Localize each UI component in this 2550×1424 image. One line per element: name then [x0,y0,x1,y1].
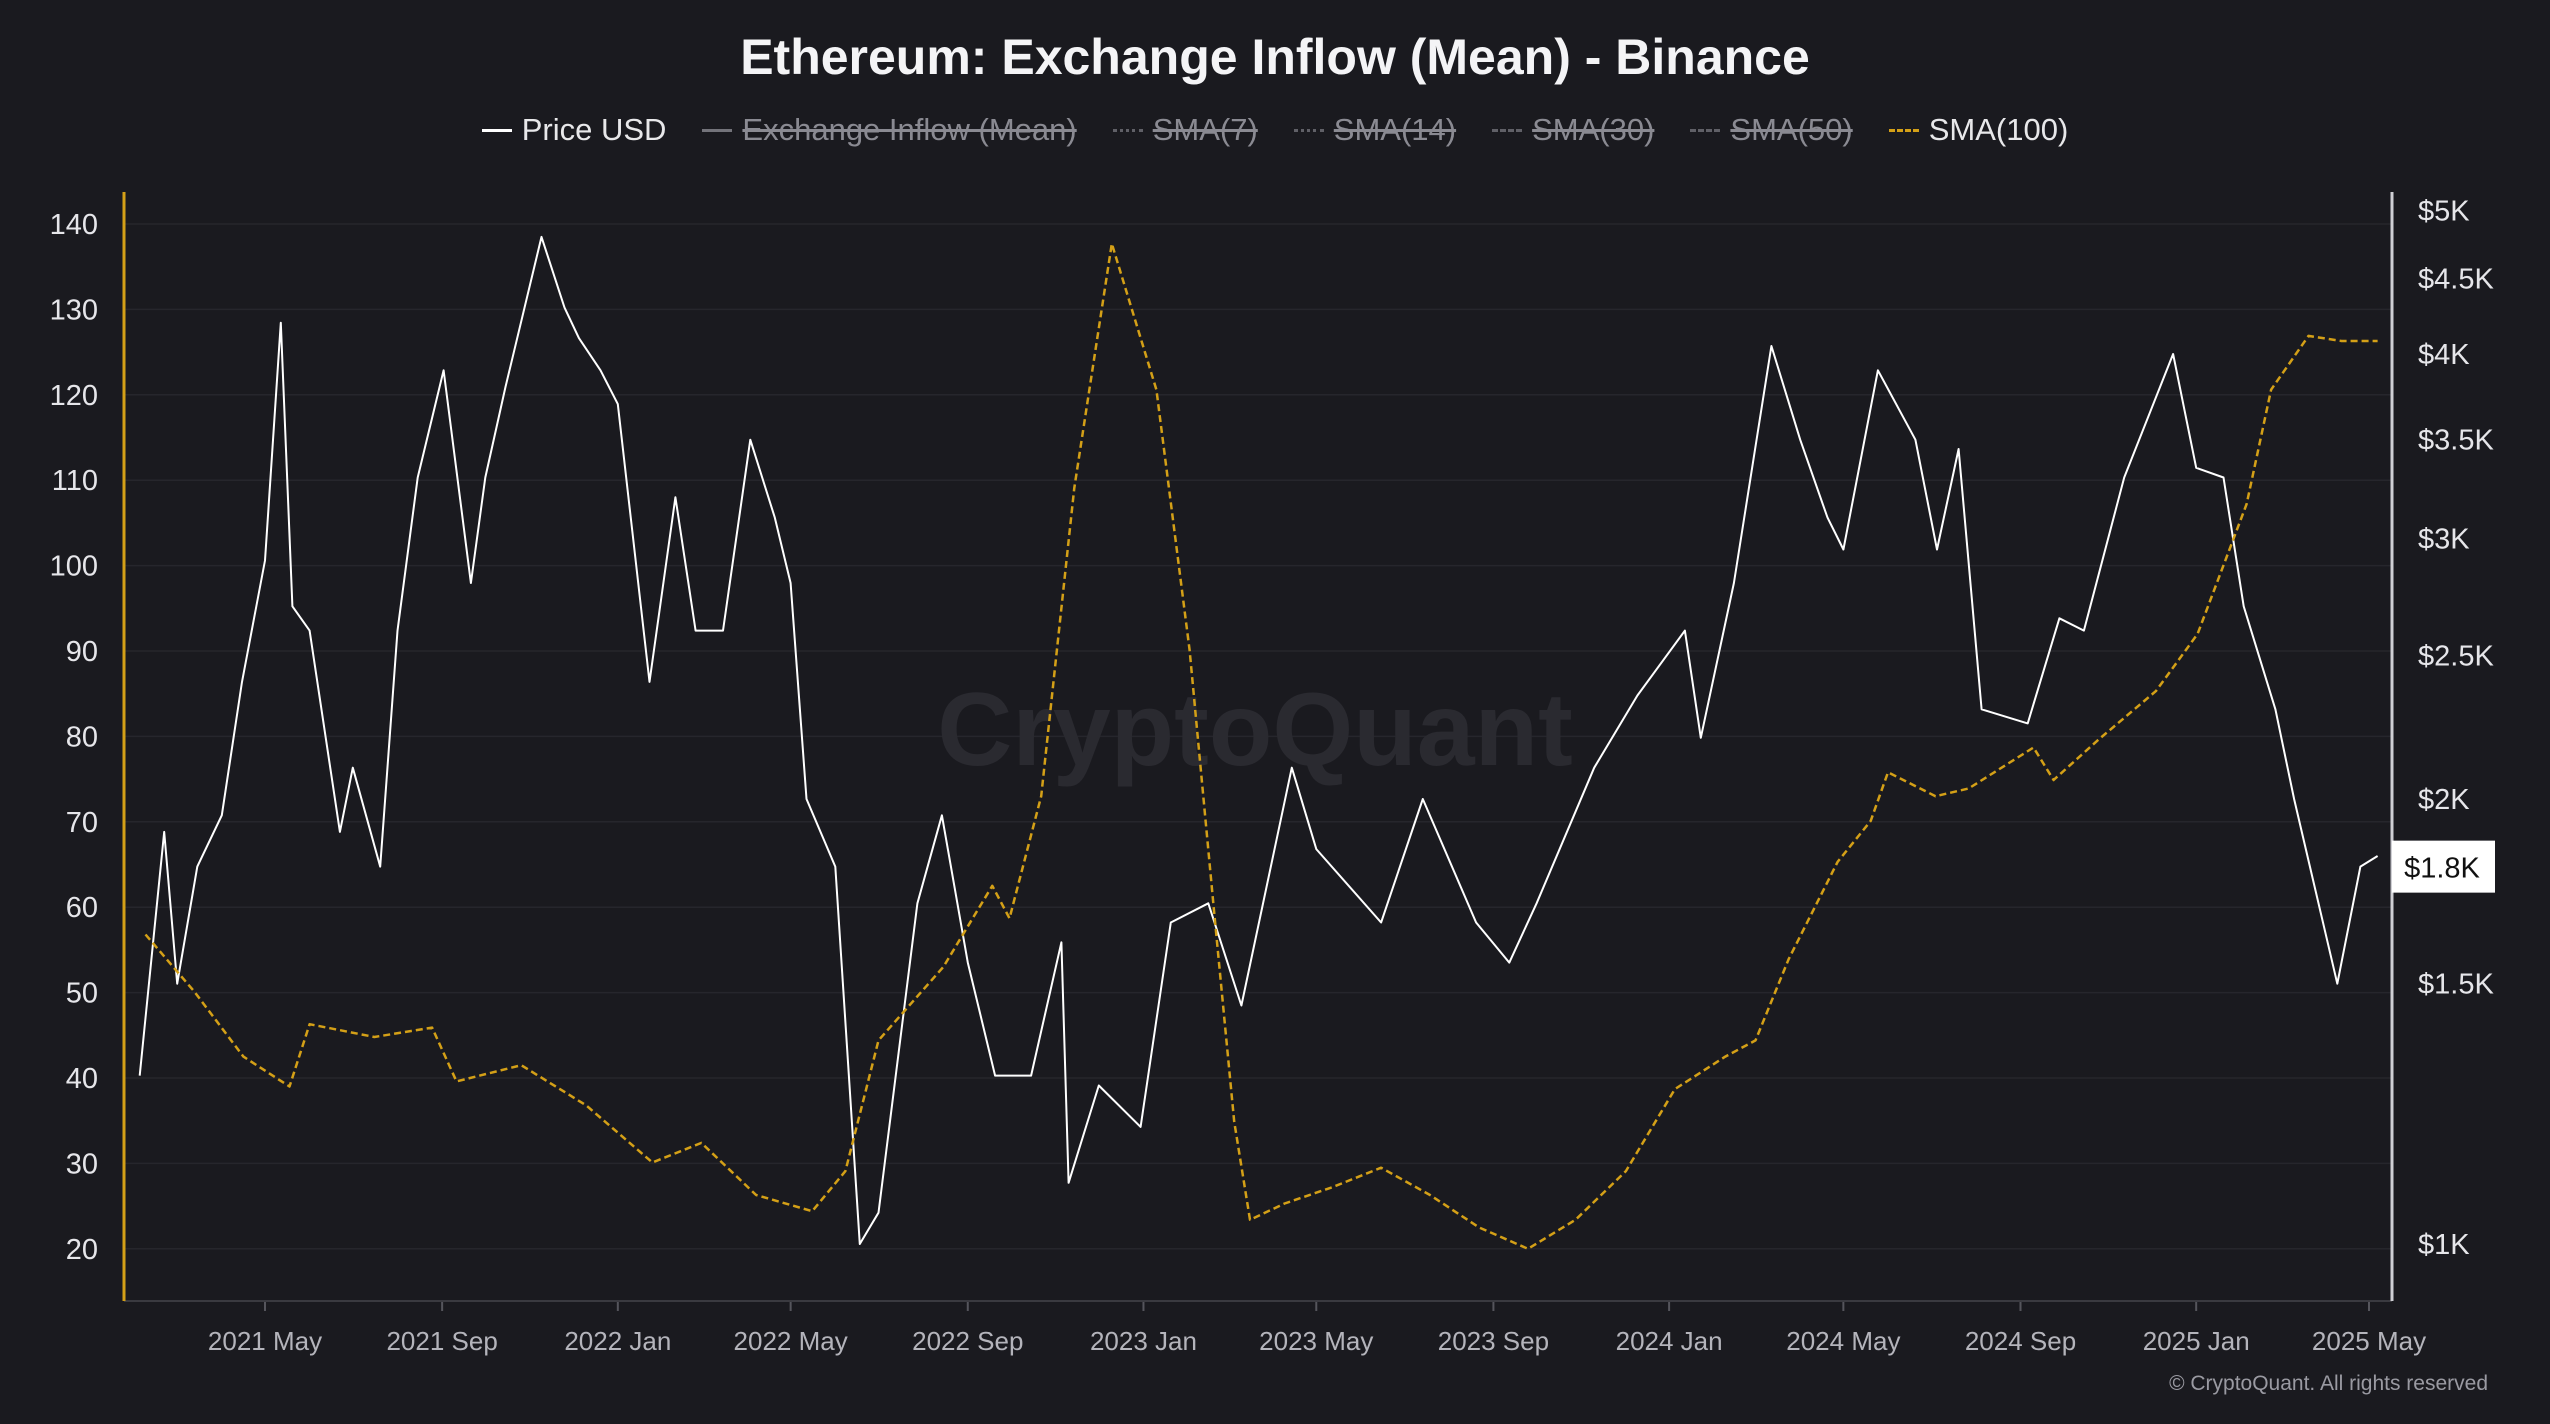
watermark: CryptoQuant [937,672,1573,788]
x-tick-label: 2025 May [2312,1326,2426,1356]
y-left-tick-label: 110 [52,465,98,497]
y-right-tick-label: $4.5K [2418,263,2494,295]
x-tick-label: 2021 Sep [386,1326,497,1356]
x-tick-label: 2022 Sep [912,1326,1023,1356]
x-tick-label: 2023 Sep [1438,1326,1549,1356]
legend-swatch [1888,128,1919,132]
legend-swatch [1690,128,1721,132]
legend-label: SMA(7) [1152,112,1258,147]
legend-item[interactable]: Price USD [481,112,667,148]
y-left-tick-label: 20 [66,1234,98,1266]
y-right-tick-label: $1.5K [2418,969,2494,1001]
current-price-badge [2392,840,2495,893]
y-right-tick-label: $1K [2418,1229,2470,1261]
legend-label: SMA(30) [1532,112,1655,147]
y-right-tick-label: $4K [2418,339,2470,371]
y-left-tick-label: 130 [50,294,98,326]
copyright: © CryptoQuant. All rights reserved [2169,1372,2488,1395]
x-tick-label: 2023 May [1259,1326,1373,1356]
legend-label: SMA(50) [1730,112,1853,147]
legend-swatch [702,128,733,132]
y-left-tick-label: 40 [66,1063,98,1095]
y-right-tick-label: $2K [2418,784,2470,816]
y-left-tick-label: 70 [66,807,98,839]
legend-item[interactable]: SMA(7) [1112,112,1258,148]
legend-item[interactable]: Exchange Inflow (Mean) [702,112,1077,148]
legend-item[interactable]: SMA(30) [1492,112,1654,148]
legend-label: Exchange Inflow (Mean) [742,112,1077,147]
y-left-tick-label: 50 [66,978,98,1010]
x-tick-label: 2021 May [208,1326,322,1356]
legend-label: SMA(100) [1928,112,2069,147]
x-tick-label: 2024 Jan [1616,1326,1723,1356]
legend-swatch [481,128,512,132]
axes [122,192,2394,1311]
legend: Price USD Exchange Inflow (Mean) SMA(7) SMA… [0,112,2550,148]
legend-item[interactable]: SMA(50) [1690,112,1853,148]
y-left-tick-label: 100 [50,551,98,583]
y-right-tick-label: $3.5K [2418,425,2494,457]
y-left-tick-label: 90 [66,636,98,668]
legend-item[interactable]: SMA(14) [1293,112,1457,148]
y-left-tick-label: 80 [66,721,98,753]
series-layer [138,235,2379,1251]
current-price-label: $1.8K [2404,853,2480,885]
y-right-tick-label: $2.5K [2418,641,2494,673]
y-left-tick-label: 60 [66,892,98,924]
legend-item[interactable]: SMA(100) [1888,112,2069,148]
x-tick-label: 2022 May [734,1326,848,1356]
legend-swatch [1112,128,1143,132]
gridlines [124,223,2392,1250]
x-tick-label: 2025 Jan [2143,1326,2250,1356]
x-tick-label: 2022 Jan [564,1326,671,1356]
y-right-tick-label: $3K [2418,524,2470,556]
y-left-tick-label: 30 [66,1148,98,1180]
y-left-tick-label: 120 [50,380,98,412]
legend-swatch [1293,128,1324,132]
chart-title: Ethereum: Exchange Inflow (Mean) - Binan… [740,29,1810,85]
tick-labels: 140 130 120 110 100 90 80 70 60 50 40 30 20 $5K $4.5K $… [50,196,2495,1356]
x-tick-label: 2024 Sep [1965,1326,2076,1356]
x-tick-label: 2024 May [1786,1326,1900,1356]
legend-swatch [1492,128,1523,132]
y-right-tick-label: $5K [2418,196,2470,228]
legend-label: Price USD [521,112,667,147]
legend-label: SMA(14) [1333,112,1457,147]
y-left-tick-label: 140 [50,209,98,241]
x-tick-label: 2023 Jan [1090,1326,1197,1356]
